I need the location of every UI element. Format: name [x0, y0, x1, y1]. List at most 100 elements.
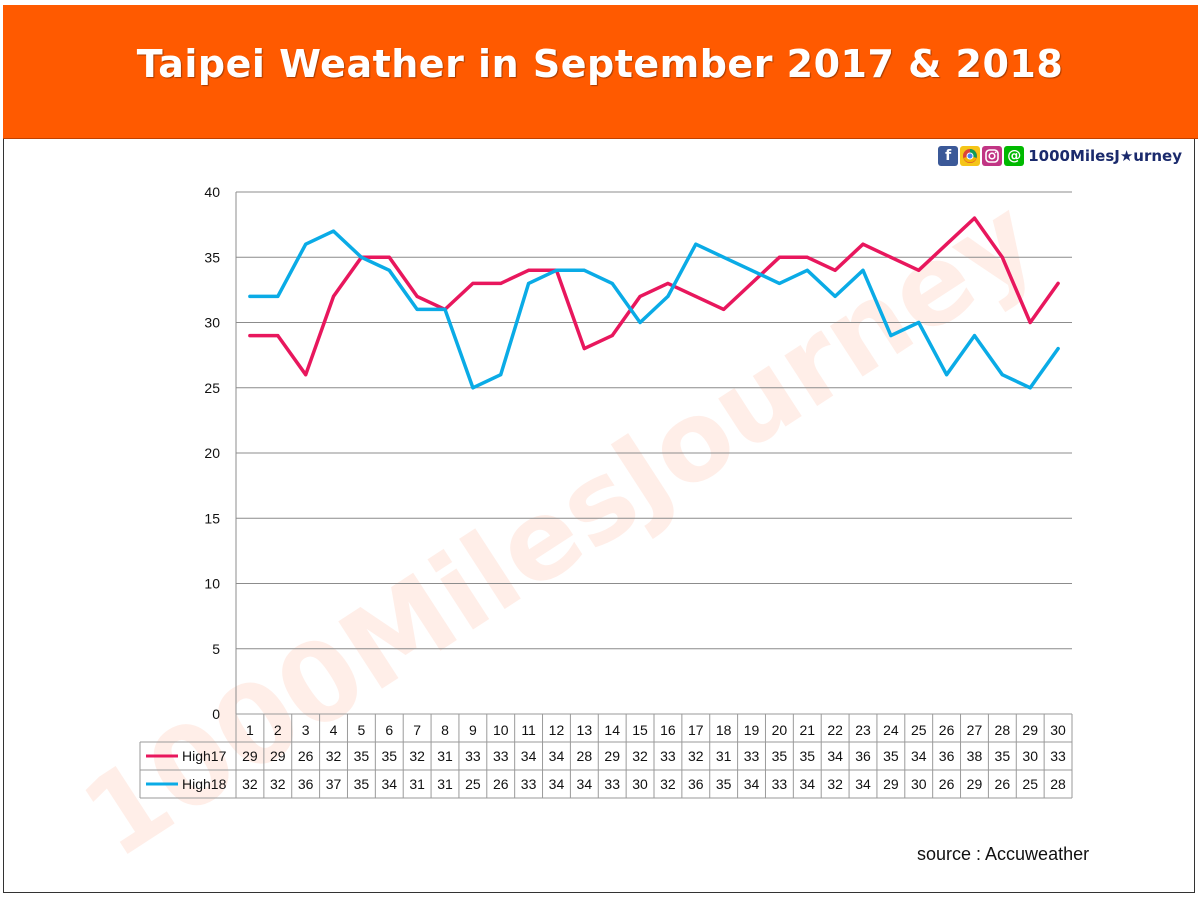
table-cell-value: 35 [772, 748, 788, 764]
table-cell-value: 36 [298, 776, 314, 792]
table-cell-value: 36 [855, 748, 871, 764]
x-category-label: 15 [632, 722, 648, 738]
table-cell-value: 26 [939, 776, 955, 792]
table-cell-value: 37 [326, 776, 342, 792]
legend-label: High18 [182, 776, 227, 792]
data-point-high17 [387, 255, 391, 259]
data-point-high17 [694, 294, 698, 298]
data-point-high18 [638, 321, 642, 324]
table-cell-value: 29 [604, 748, 620, 764]
data-point-high18 [304, 242, 308, 246]
chrome-icon [960, 146, 981, 166]
brand-logo: f @ 1000MilesJ★urney [938, 146, 1182, 166]
y-tick-label: 0 [212, 706, 220, 722]
data-point-high18 [694, 242, 698, 246]
data-point-high18 [582, 268, 586, 272]
table-cell-value: 35 [883, 748, 899, 764]
x-category-label: 5 [358, 722, 366, 738]
x-category-label: 18 [716, 722, 732, 738]
data-point-high17 [499, 281, 503, 285]
data-point-high18 [443, 307, 447, 311]
gridlines [236, 191, 1072, 650]
data-point-high18 [1000, 373, 1004, 377]
table-cell-value: 26 [493, 776, 509, 792]
x-category-label: 22 [827, 722, 843, 738]
table-cell-value: 32 [688, 748, 704, 764]
table-cell-value: 34 [744, 776, 760, 792]
x-category-label: 12 [549, 722, 565, 738]
table-cell-value: 32 [660, 776, 676, 792]
table-cell-value: 33 [772, 776, 788, 792]
data-point-high18 [248, 294, 252, 298]
table-cell-value: 34 [799, 776, 815, 792]
y-tick-label: 30 [204, 315, 220, 331]
data-point-high17 [722, 307, 726, 311]
x-category-label: 14 [604, 722, 620, 738]
data-table: 1 2 3 4 5 6 7 8 9 10 11 12 13 14 15 16 17 18 19 20 21 22 23 24 2… [139, 713, 1073, 799]
table-cell-value: 33 [465, 748, 481, 764]
x-category-label: 9 [469, 722, 477, 738]
data-point-high18 [499, 373, 503, 377]
data-point-high17 [471, 281, 475, 285]
data-point-high18 [1056, 347, 1060, 351]
table-cell-value: 32 [242, 776, 258, 792]
page-title: Taipei Weather in September 2017 & 2018 [136, 42, 1064, 86]
y-tick-label: 35 [204, 249, 220, 265]
data-point-high18 [972, 334, 976, 338]
y-axis: 0 5 10 15 20 25 30 35 40 [204, 184, 237, 722]
table-cell-value: 26 [298, 748, 314, 764]
y-tick-label: 15 [204, 510, 220, 526]
data-point-high18 [471, 386, 475, 390]
x-category-label: 10 [493, 722, 509, 738]
x-category-label: 30 [1050, 722, 1066, 738]
data-point-high17 [1000, 255, 1004, 259]
table-cell-value: 32 [270, 776, 286, 792]
x-category-label: 27 [967, 722, 983, 738]
facebook-icon: f [938, 146, 959, 166]
data-point-high18 [332, 229, 336, 233]
table-cell-value: 34 [381, 776, 397, 792]
data-point-high18 [917, 321, 921, 324]
table-cell-value: 35 [995, 748, 1011, 764]
table-cell-value: 32 [326, 748, 342, 764]
table-cell-value: 29 [883, 776, 899, 792]
table-cell-value: 32 [827, 776, 843, 792]
table-cell-value: 29 [967, 776, 983, 792]
data-point-high17 [972, 216, 976, 220]
data-point-high17 [666, 281, 670, 285]
data-point-high18 [889, 334, 893, 338]
data-point-high17 [833, 268, 837, 272]
data-point-high18 [666, 294, 670, 298]
table-cell-value: 31 [716, 748, 732, 764]
series-line-high18 [248, 229, 1060, 390]
x-category-label: 28 [995, 722, 1011, 738]
table-cell-value: 26 [995, 776, 1011, 792]
table-cell-value: 36 [688, 776, 704, 792]
data-point-high18 [861, 268, 865, 272]
x-category-label: 17 [688, 722, 704, 738]
table-cell-value: 35 [354, 776, 370, 792]
x-category-label: 11 [521, 722, 536, 738]
data-point-high18 [527, 281, 531, 285]
table-cell-value: 35 [716, 776, 732, 792]
data-point-high17 [248, 334, 252, 338]
data-point-high17 [1028, 321, 1032, 324]
y-tick-label: 10 [204, 576, 220, 592]
table-cell-value: 34 [549, 776, 565, 792]
data-point-high17 [610, 334, 614, 338]
data-point-high18 [777, 281, 781, 285]
table-cell-value: 36 [939, 748, 955, 764]
table-cell-value: 30 [1022, 748, 1038, 764]
data-point-high17 [861, 242, 865, 246]
table-cell-value: 33 [660, 748, 676, 764]
data-point-high18 [1028, 386, 1032, 390]
table-cell-value: 33 [521, 776, 537, 792]
source-credit: source : Accuweather [917, 844, 1090, 864]
x-category-label: 24 [883, 722, 899, 738]
table-cell-value: 34 [855, 776, 871, 792]
title-banner [3, 5, 1198, 139]
x-category-label: 20 [772, 722, 788, 738]
legend-label: High17 [182, 748, 227, 764]
x-category-label: 13 [577, 722, 593, 738]
y-tick-label: 20 [204, 445, 220, 461]
